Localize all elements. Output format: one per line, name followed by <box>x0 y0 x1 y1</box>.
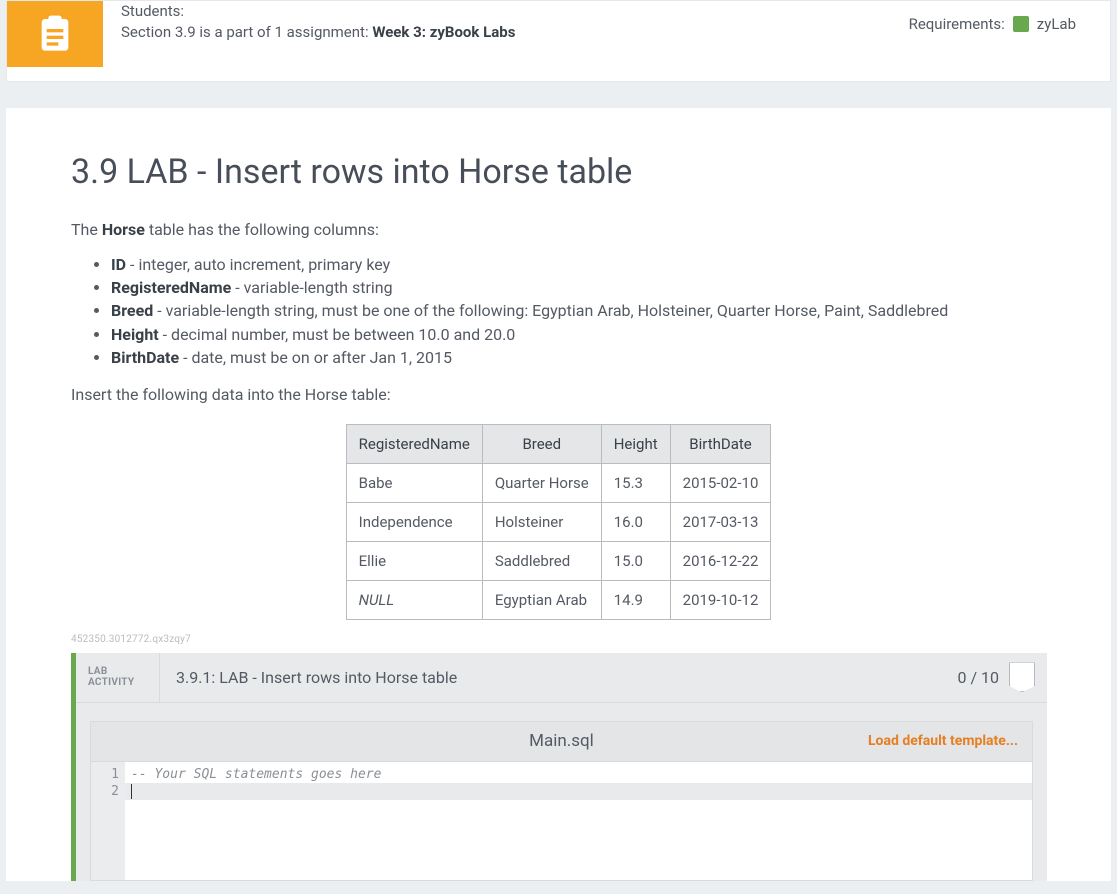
table-header: BirthDate <box>670 424 771 463</box>
main-content: 3.9 LAB - Insert rows into Horse table T… <box>6 108 1111 881</box>
requirements-label: Requirements: <box>909 15 1005 33</box>
column-item: Height - decimal number, must be between… <box>111 323 1046 346</box>
banner-line1: Students: <box>121 1 909 22</box>
banner-text: Students: Section 3.9 is a part of 1 ass… <box>121 1 909 43</box>
column-item: RegisteredName - variable-length string <box>111 276 1046 299</box>
code-line[interactable] <box>125 783 1032 800</box>
table-cell: Ellie <box>346 541 482 580</box>
table-row: NULLEgyptian Arab14.92019-10-12 <box>346 580 771 619</box>
lab-score: 0 / 10 <box>957 662 1047 692</box>
question-id: 452350.3012772.qx3zqy7 <box>71 634 1046 645</box>
score-shield-icon <box>1009 662 1035 692</box>
table-cell: 14.9 <box>601 580 670 619</box>
table-row: EllieSaddlebred15.02016-12-22 <box>346 541 771 580</box>
column-item: ID - integer, auto increment, primary ke… <box>111 253 1046 276</box>
data-table: RegisteredNameBreedHeightBirthDate BabeQ… <box>346 424 772 620</box>
page-title: 3.9 LAB - Insert rows into Horse table <box>71 152 1046 192</box>
table-cell: 15.3 <box>601 463 670 502</box>
column-item: BirthDate - date, must be on or after Ja… <box>111 346 1046 369</box>
gutter-line-number: 2 <box>91 783 119 800</box>
requirements-value: zyLab <box>1037 15 1076 33</box>
assignment-banner: Students: Section 3.9 is a part of 1 ass… <box>6 0 1111 82</box>
table-cell: 2015-02-10 <box>670 463 771 502</box>
table-row: IndependenceHolsteiner16.02017-03-13 <box>346 502 771 541</box>
lab-activity-panel: LABACTIVITY 3.9.1: LAB - Insert rows int… <box>71 653 1047 881</box>
table-header: Height <box>601 424 670 463</box>
insert-note: Insert the following data into the Horse… <box>71 385 1046 404</box>
table-cell: Independence <box>346 502 482 541</box>
code-editor[interactable]: 12 -- Your SQL statements goes here <box>90 761 1033 881</box>
column-item: Breed - variable-length string, must be … <box>111 299 1046 322</box>
load-default-template-button[interactable]: Load default template... <box>868 722 1018 761</box>
table-cell: 16.0 <box>601 502 670 541</box>
table-row: BabeQuarter Horse15.32015-02-10 <box>346 463 771 502</box>
requirement-badge-icon <box>1013 16 1029 32</box>
editor-gutter: 12 <box>91 762 125 880</box>
banner-line2: Section 3.9 is a part of 1 assignment: W… <box>121 22 909 43</box>
editor-header: Main.sql Load default template... <box>90 721 1033 761</box>
table-cell: 2016-12-22 <box>670 541 771 580</box>
table-cell: Holsteiner <box>482 502 601 541</box>
assignment-icon <box>7 1 103 67</box>
table-cell: NULL <box>346 580 482 619</box>
lab-score-text: 0 / 10 <box>957 668 999 687</box>
table-cell: 2019-10-12 <box>670 580 771 619</box>
lab-header: LABACTIVITY 3.9.1: LAB - Insert rows int… <box>76 653 1047 703</box>
table-cell: Quarter Horse <box>482 463 601 502</box>
lab-activity-label: LABACTIVITY <box>76 653 160 702</box>
requirements: Requirements: zyLab <box>909 1 1110 33</box>
code-line[interactable]: -- Your SQL statements goes here <box>131 766 1032 783</box>
editor-container: Main.sql Load default template... 12 -- … <box>76 703 1047 881</box>
table-cell: Babe <box>346 463 482 502</box>
table-cell: Saddlebred <box>482 541 601 580</box>
gutter-line-number: 1 <box>91 766 119 783</box>
editor-caret <box>131 784 140 799</box>
editor-code-area[interactable]: -- Your SQL statements goes here <box>125 762 1032 880</box>
table-cell: Egyptian Arab <box>482 580 601 619</box>
lab-title: 3.9.1: LAB - Insert rows into Horse tabl… <box>160 668 957 687</box>
columns-list: ID - integer, auto increment, primary ke… <box>111 253 1046 369</box>
table-cell: 15.0 <box>601 541 670 580</box>
table-header: RegisteredName <box>346 424 482 463</box>
table-header: Breed <box>482 424 601 463</box>
intro-text: The Horse table has the following column… <box>71 220 1046 239</box>
table-cell: 2017-03-13 <box>670 502 771 541</box>
